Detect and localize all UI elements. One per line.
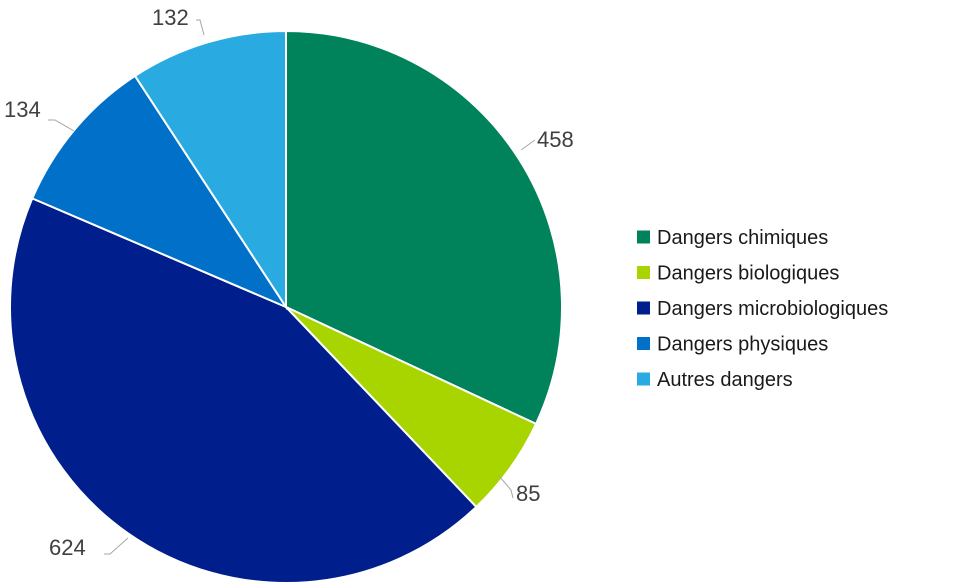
data-label-5: 132	[152, 5, 189, 30]
pie-slice-3	[8, 197, 478, 584]
leader-line-3	[104, 537, 129, 555]
data-label-2: 85	[516, 481, 540, 506]
leader-line-1	[520, 139, 536, 151]
legend-label-3: Dangers microbiologiques	[657, 298, 888, 320]
leader-line-2	[498, 475, 514, 499]
pie-slice-1	[285, 29, 563, 426]
data-label-1: 458	[537, 127, 574, 152]
legend-label-1: Dangers chimiques	[657, 227, 828, 249]
pie-slices	[8, 29, 563, 584]
legend-label-4: Dangers physiques	[657, 334, 828, 356]
pie-slice-4	[30, 74, 289, 310]
leader-line-4	[48, 119, 75, 132]
legend-swatch-4	[637, 337, 650, 350]
legend-label-5: Autres dangers	[657, 369, 793, 391]
legend-swatch-2	[637, 266, 650, 279]
legend-label-2: Dangers biologiques	[657, 263, 839, 285]
legend-swatch-3	[637, 301, 650, 315]
data-label-4: 134	[4, 97, 41, 122]
data-labels: 458 85 624 134 132	[4, 5, 574, 560]
legend-swatch-5	[637, 372, 650, 386]
leader-line-5	[196, 19, 205, 36]
data-label-3: 624	[49, 535, 86, 560]
legend-swatch-1	[637, 230, 650, 244]
legend: Dangers chimiques Dangers biologiques Dang…	[637, 227, 888, 391]
pie-slice-5	[133, 29, 287, 311]
